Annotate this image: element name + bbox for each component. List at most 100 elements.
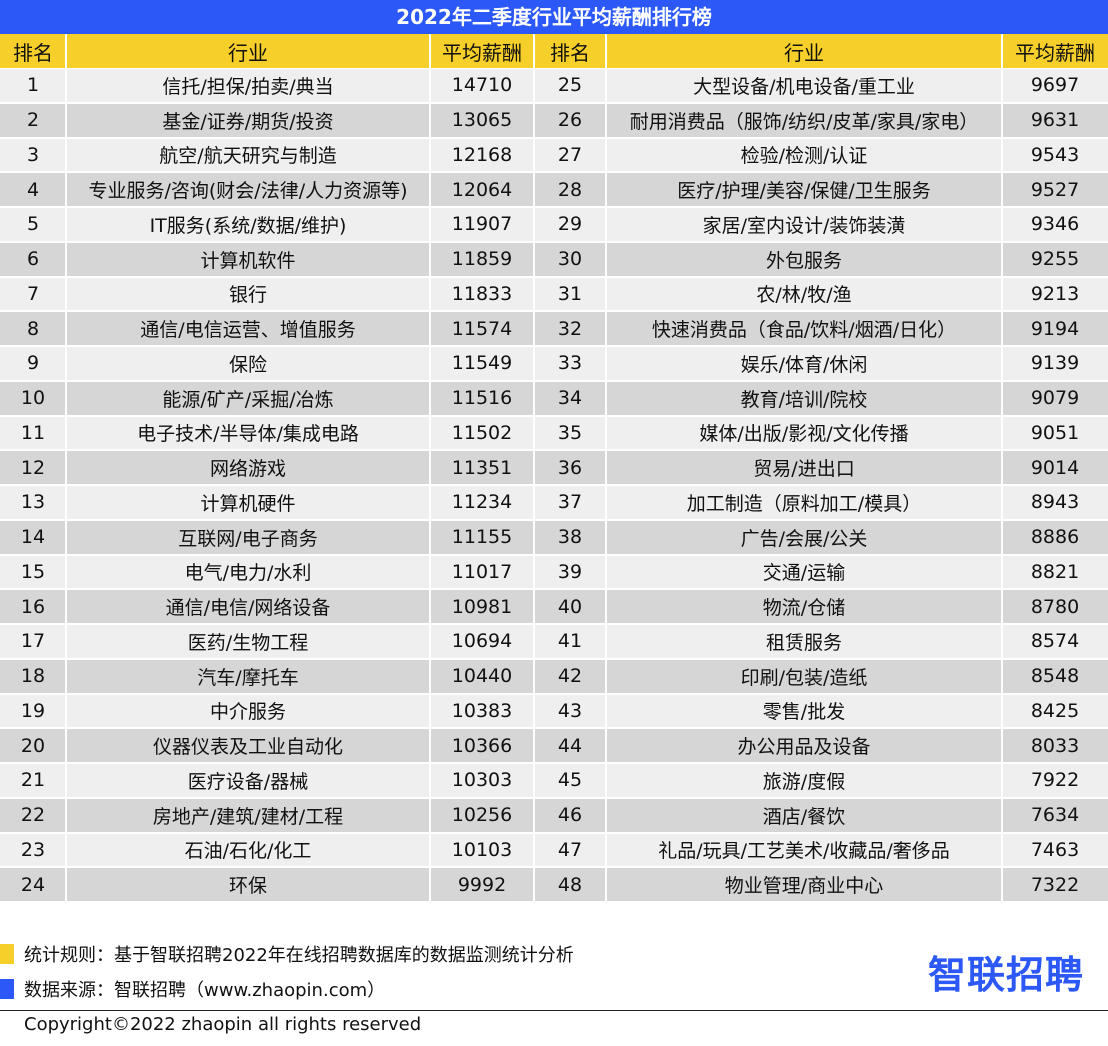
cell-background — [534, 659, 606, 693]
salary-cell: 10383 — [451, 699, 513, 722]
rank-cell: 22 — [20, 804, 46, 827]
rank-cell: 19 — [20, 699, 46, 722]
salary-cell: 11833 — [451, 282, 513, 305]
salary-cell: 11351 — [451, 456, 513, 479]
rank-cell: 27 — [557, 143, 583, 166]
salary-cell: 10103 — [451, 838, 513, 861]
cell-background — [66, 451, 430, 484]
cell-background — [606, 625, 1002, 658]
industry-cell: 交通/运输 — [762, 562, 846, 585]
salary-cell: 8425 — [1030, 699, 1080, 722]
salary-cell: 7322 — [1030, 873, 1080, 896]
table-row: 22 房地产/建筑/建材/工程 10256 46 酒店/餐饮 7634 — [0, 798, 1108, 833]
salary-cell: 8574 — [1030, 630, 1080, 653]
industry-cell: 环保 — [228, 875, 267, 898]
salary-cell: 10694 — [451, 630, 513, 653]
salary-cell: 8780 — [1030, 595, 1080, 618]
cell-background — [430, 277, 534, 311]
rank-cell: 47 — [557, 838, 583, 861]
table-row: 16 通信/电信/网络设备 10981 40 物流/仓储 8780 — [0, 589, 1108, 624]
table-row: 13 计算机硬件 11234 37 加工制造（原料加工/模具） 8943 — [0, 485, 1108, 520]
rank-cell: 45 — [557, 769, 583, 792]
table-row: 18 汽车/摩托车 10440 42 印刷/包装/造纸 8548 — [0, 659, 1108, 694]
cell-background — [0, 381, 66, 415]
industry-cell: 广告/会展/公关 — [740, 527, 868, 550]
table-row: 9 保险 11549 33 娱乐/体育/休闲 9139 — [0, 346, 1108, 381]
salary-cell: 8886 — [1030, 526, 1080, 549]
table-row: 19 中介服务 10383 43 零售/批发 8425 — [0, 694, 1108, 729]
salary-cell: 7463 — [1030, 838, 1080, 861]
table-row: 24 环保 9992 48 物业管理/商业中心 7322 — [0, 867, 1108, 902]
cell-background — [66, 659, 430, 693]
table-body: 1 信托/担保/拍卖/典当 14710 25 大型设备/机电设备/重工业 9697 2 基金/… — [0, 68, 1108, 902]
industry-cell: 银行 — [228, 284, 267, 307]
cell-background — [430, 173, 534, 206]
salary-cell: 8548 — [1030, 665, 1080, 688]
salary-cell: 9631 — [1030, 109, 1080, 132]
cell-background — [606, 347, 1002, 380]
cell-background — [430, 416, 534, 450]
cell-background — [534, 312, 606, 345]
cell-background — [1002, 208, 1108, 241]
rank-cell: 31 — [557, 282, 583, 305]
cell-background — [1002, 138, 1108, 172]
table-row: 20 仪器仪表及工业自动化 10366 44 办公用品及设备 8033 — [0, 728, 1108, 763]
cell-background — [430, 764, 534, 797]
cell-background — [1002, 798, 1108, 832]
cell-background — [430, 798, 534, 832]
column-divider — [533, 34, 535, 902]
cell-background — [430, 868, 534, 901]
table-header: 排名 行业 平均薪酬 排名 行业 平均薪酬 — [0, 34, 1108, 68]
cell-background — [66, 833, 430, 867]
rank-cell: 2 — [26, 109, 40, 132]
industry-cell: 电子技术/半导体/集成电路 — [137, 423, 359, 446]
cell-background — [606, 520, 1002, 554]
rank-cell: 39 — [557, 560, 583, 583]
industry-cell: 通信/电信/网络设备 — [165, 597, 331, 620]
salary-cell: 7634 — [1030, 804, 1080, 827]
cell-background — [606, 729, 1002, 762]
rank-cell: 21 — [20, 769, 46, 792]
cell-background — [66, 625, 430, 658]
cell-background — [0, 659, 66, 693]
header-rank-right: 排名 — [550, 40, 590, 65]
industry-cell: 基金/证券/期货/投资 — [162, 110, 334, 133]
cell-background — [606, 451, 1002, 484]
cell-background — [606, 833, 1002, 867]
industry-cell: 检验/检测/认证 — [740, 145, 868, 168]
cell-background — [430, 138, 534, 172]
cell-background — [0, 451, 66, 484]
cell-background — [0, 312, 66, 345]
industry-cell: 计算机软件 — [200, 249, 296, 272]
footer-divider — [0, 1010, 1108, 1011]
cell-background — [606, 868, 1002, 901]
cell-background — [66, 242, 430, 276]
rank-cell: 18 — [20, 665, 46, 688]
cell-background — [0, 694, 66, 728]
salary-cell: 8033 — [1030, 734, 1080, 757]
salary-cell: 11155 — [451, 526, 513, 549]
salary-cell: 7922 — [1030, 769, 1080, 792]
note-rule-text: 统计规则：基于智联招聘2022年在线招聘数据库的数据监测统计分析 — [24, 945, 574, 966]
cell-background — [606, 381, 1002, 415]
cell-background — [0, 590, 66, 623]
industry-cell: 礼品/玩具/工艺美术/收藏品/奢侈品 — [658, 840, 950, 863]
cell-background — [534, 347, 606, 380]
cell-background — [66, 138, 430, 172]
industry-cell: 旅游/度假 — [762, 770, 846, 793]
cell-background — [0, 798, 66, 832]
industry-cell: 航空/航天研究与制造 — [159, 145, 337, 168]
salary-cell: 14710 — [451, 74, 513, 97]
cell-background — [0, 486, 66, 519]
cell-background — [1002, 868, 1108, 901]
cell-background — [66, 486, 430, 519]
table-row: 17 医药/生物工程 10694 41 租赁服务 8574 — [0, 624, 1108, 659]
industry-cell: 医疗设备/器械 — [187, 770, 309, 793]
header-salary-left: 平均薪酬 — [442, 40, 522, 65]
salary-cell: 10440 — [451, 665, 513, 688]
copyright-text: Copyright©2022 zhaopin all rights reserv… — [24, 1014, 422, 1035]
rank-cell: 46 — [557, 804, 583, 827]
cell-background — [1002, 451, 1108, 484]
rank-cell: 7 — [26, 282, 40, 305]
cell-background — [0, 347, 66, 380]
